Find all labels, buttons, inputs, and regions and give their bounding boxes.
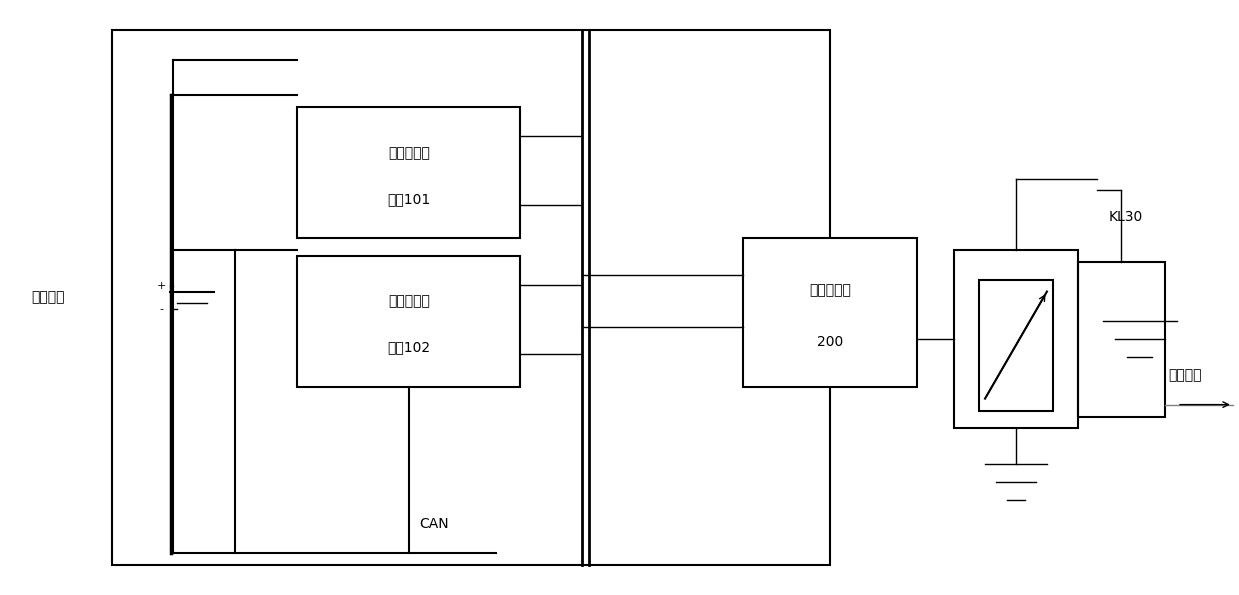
Bar xyxy=(297,107,520,238)
Text: 低压电池: 低压电池 xyxy=(31,290,64,305)
Text: 200: 200 xyxy=(817,335,844,349)
Bar xyxy=(743,238,917,387)
Text: CAN: CAN xyxy=(419,516,449,531)
Text: 第一电池控: 第一电池控 xyxy=(388,146,430,160)
Text: KL30: KL30 xyxy=(1109,210,1144,224)
Text: +: + xyxy=(156,281,166,290)
Text: -: - xyxy=(159,305,164,314)
Text: 制器102: 制器102 xyxy=(388,340,430,355)
Bar xyxy=(112,30,830,565)
Bar xyxy=(979,280,1053,411)
Bar xyxy=(297,256,520,387)
Text: 整车控制器: 整车控制器 xyxy=(809,283,851,297)
Bar xyxy=(1078,262,1165,416)
Text: 第二电池控: 第二电池控 xyxy=(388,295,430,309)
Text: 制器101: 制器101 xyxy=(388,192,430,206)
Text: 高压回路: 高压回路 xyxy=(1168,368,1202,382)
Bar xyxy=(954,250,1078,428)
